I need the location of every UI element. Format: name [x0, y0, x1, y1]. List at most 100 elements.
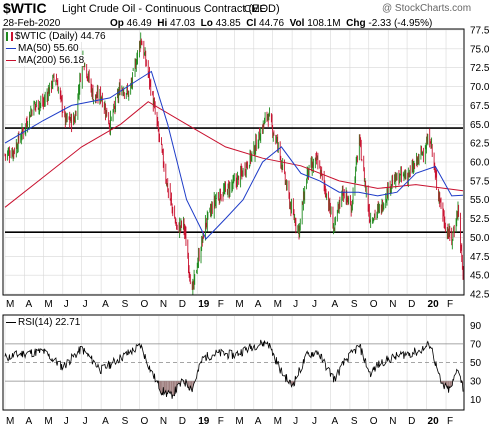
rsi-axis: 10 30 50 70 90 [470, 321, 482, 406]
time-tick-label: A [25, 299, 32, 310]
price-tick-label: 75.0 [470, 44, 490, 55]
rsi-time-tick-label: S [351, 416, 358, 427]
rsi-panel-frame [2, 314, 465, 411]
time-tick-label: S [122, 299, 129, 310]
rsi-oversold-fill [170, 381, 172, 393]
rsi-oversold-fill [449, 381, 450, 388]
rsi-tick-label: 50 [470, 358, 482, 369]
price-tick-label: 45.0 [470, 271, 490, 282]
price-tick-label: 70.0 [470, 82, 490, 93]
ma50-line [4, 70, 464, 240]
rsi-oversold-fill [167, 381, 168, 394]
rsi-time-tick-label: A [25, 416, 32, 427]
rsi-time-tick-label: O [140, 416, 148, 427]
exchange-label: CME [244, 4, 267, 15]
rsi-time-tick-label: F [447, 416, 453, 427]
rsi-oversold-fill [172, 381, 173, 399]
time-tick-label: S [351, 299, 358, 310]
close-value: 44.76 [259, 18, 285, 29]
rsi-tick-label: 90 [470, 321, 482, 332]
rsi-oversold-fill [161, 381, 163, 395]
ma50-path [4, 70, 464, 240]
time-tick-label: A [255, 299, 262, 310]
open-value: 46.49 [126, 18, 152, 29]
ma200-path [4, 101, 464, 208]
price-grid [4, 29, 463, 295]
rsi-oversold-fill [172, 381, 175, 396]
rsi-time-tick-label: 19 [198, 416, 210, 427]
time-tick-label: A [102, 299, 109, 310]
rsi-time-tick-label: J [83, 416, 88, 427]
volume-label: Vol [289, 18, 305, 29]
time-tick-label: O [140, 299, 148, 310]
resistance-support-lines [5, 127, 463, 233]
time-tick-label: J [312, 299, 317, 310]
legend-swatch-ma50 [6, 47, 16, 49]
quote-date: 28-Feb-2020 [3, 18, 61, 29]
time-tick-label: M [6, 299, 14, 310]
security-name: Light Crude Oil - Continuous Contract (E… [62, 3, 280, 15]
time-tick-label: 19 [198, 299, 210, 310]
rsi-line [4, 339, 464, 399]
rsi-oversold-fill [159, 381, 162, 395]
price-tick-label: 50.0 [470, 233, 490, 244]
price-tick-label: 67.5 [470, 101, 490, 112]
time-tick-label: 20 [428, 299, 440, 310]
time-tick-label: J [83, 299, 88, 310]
price-tick-label: 57.5 [470, 176, 490, 187]
legend-price-text: $WTIC (Daily) 44.76 [15, 31, 106, 42]
rsi-time-tick-label: F [218, 416, 224, 427]
rsi-oversold-fill [170, 381, 171, 394]
time-tick-label: F [447, 299, 453, 310]
rsi-oversold-fill [179, 381, 180, 384]
rsi-time-tick-label: D [179, 416, 186, 427]
legend-rsi-text: RSI(14) 22.71 [18, 317, 81, 328]
rsi-tick-label: 10 [470, 395, 482, 406]
rsi-tick-label: 70 [470, 339, 482, 350]
rsi-time-tick-label: M [274, 416, 282, 427]
rsi-time-tick-label: O [370, 416, 378, 427]
price-tick-label: 42.5 [470, 290, 490, 301]
time-tick-label: M [44, 299, 52, 310]
time-tick-label: A [331, 299, 338, 310]
legend-swatch-rsi [6, 321, 16, 323]
legend-swatch-price [6, 31, 13, 41]
change-value: -2.33 (-4.95%) [368, 18, 433, 29]
high-value: 47.03 [170, 18, 196, 29]
time-tick-label: M [235, 299, 243, 310]
change-label: Chg [346, 18, 366, 29]
price-tick-label: 77.5 [470, 26, 490, 37]
symbol-title: $WTIC [3, 0, 47, 16]
rsi-time-tick-label: A [331, 416, 338, 427]
rsi-time-tick-label: J [312, 416, 317, 427]
time-tick-label: D [408, 299, 415, 310]
price-panel-frame [2, 28, 465, 296]
price-tick-label: 55.0 [470, 195, 490, 206]
high-label: Hi [157, 18, 168, 29]
rsi-time-tick-label: M [6, 416, 14, 427]
close-label: Cl [246, 18, 257, 29]
legend-ma50-text: MA(50) 55.60 [18, 43, 79, 54]
rsi-path [4, 339, 464, 399]
low-label: Lo [200, 18, 213, 29]
rsi-time-tick-label: M [235, 416, 243, 427]
rsi-time-tick-label: J [293, 416, 298, 427]
rsi-time-tick-label: A [102, 416, 109, 427]
price-tick-label: 72.5 [470, 63, 490, 74]
legend-ma200: MA(200) 56.18 [6, 55, 85, 66]
price-tick-label: 47.5 [470, 252, 490, 263]
rsi-oversold-fill [168, 381, 171, 394]
legend-swatch-ma200 [6, 59, 16, 61]
rsi-oversold-fill [162, 381, 163, 395]
rsi-grid [4, 316, 463, 409]
price-axis: 42.5 45.0 47.5 50.0 52.5 55.0 57.5 60.0 62.5 65.0… [470, 26, 490, 301]
time-tick-label: F [218, 299, 224, 310]
price-tick-label: 52.5 [470, 214, 490, 225]
time-tick-label: M [274, 299, 282, 310]
candles [4, 32, 464, 296]
time-axis-main: M A M J J A S O N D 19 F M A M J J A S O N D 20 F [6, 299, 453, 310]
rsi-tick-label: 30 [470, 377, 482, 388]
rsi-time-tick-label: J [64, 416, 69, 427]
ohlc-readout: Op 46.49 Hi 47.03 Lo 43.85 Cl 44.76 Vol … [110, 18, 432, 29]
legend-price: $WTIC (Daily) 44.76 [6, 31, 106, 42]
